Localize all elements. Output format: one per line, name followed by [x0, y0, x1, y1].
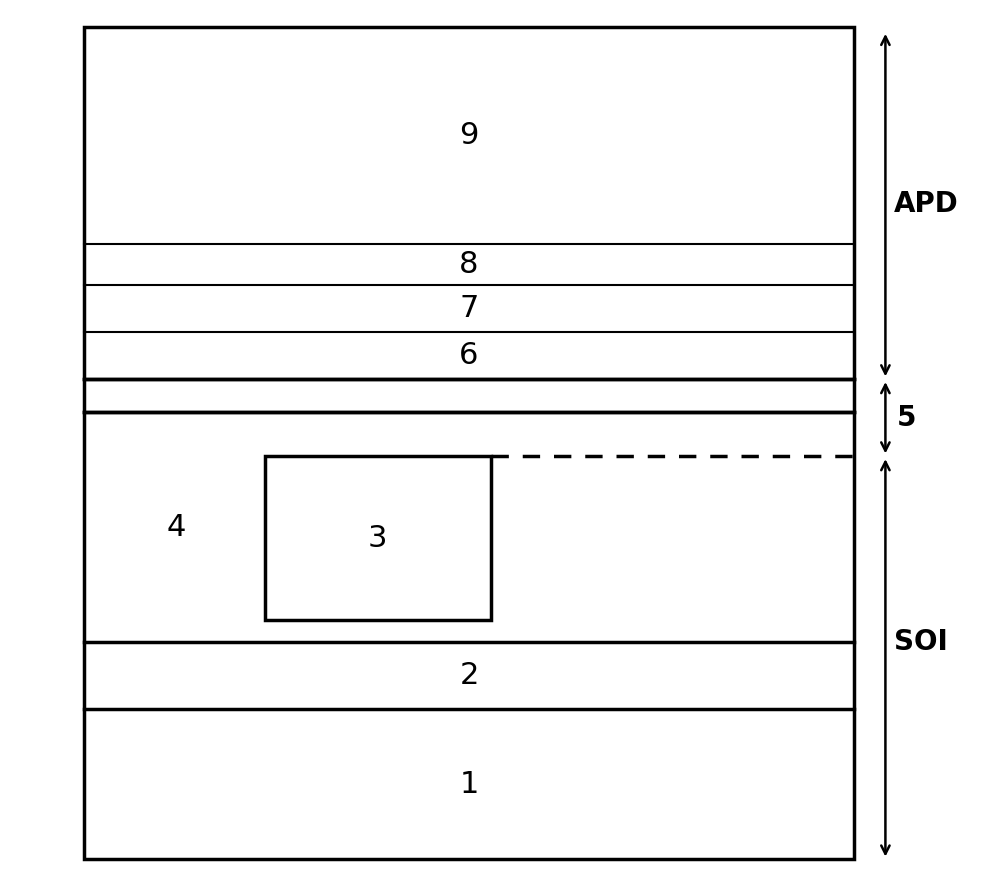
Text: 3: 3 — [368, 525, 387, 553]
Text: 9: 9 — [459, 120, 479, 150]
Text: 1: 1 — [459, 770, 479, 798]
Text: 5: 5 — [897, 404, 916, 432]
Bar — [265, 456, 491, 620]
Text: 4: 4 — [166, 513, 186, 541]
Text: 8: 8 — [459, 250, 479, 279]
Text: 2: 2 — [459, 661, 479, 690]
Text: APD: APD — [894, 190, 959, 218]
Text: 7: 7 — [459, 294, 479, 323]
Bar — [84, 27, 854, 859]
Text: 6: 6 — [459, 341, 479, 370]
Text: SOI: SOI — [894, 628, 948, 657]
